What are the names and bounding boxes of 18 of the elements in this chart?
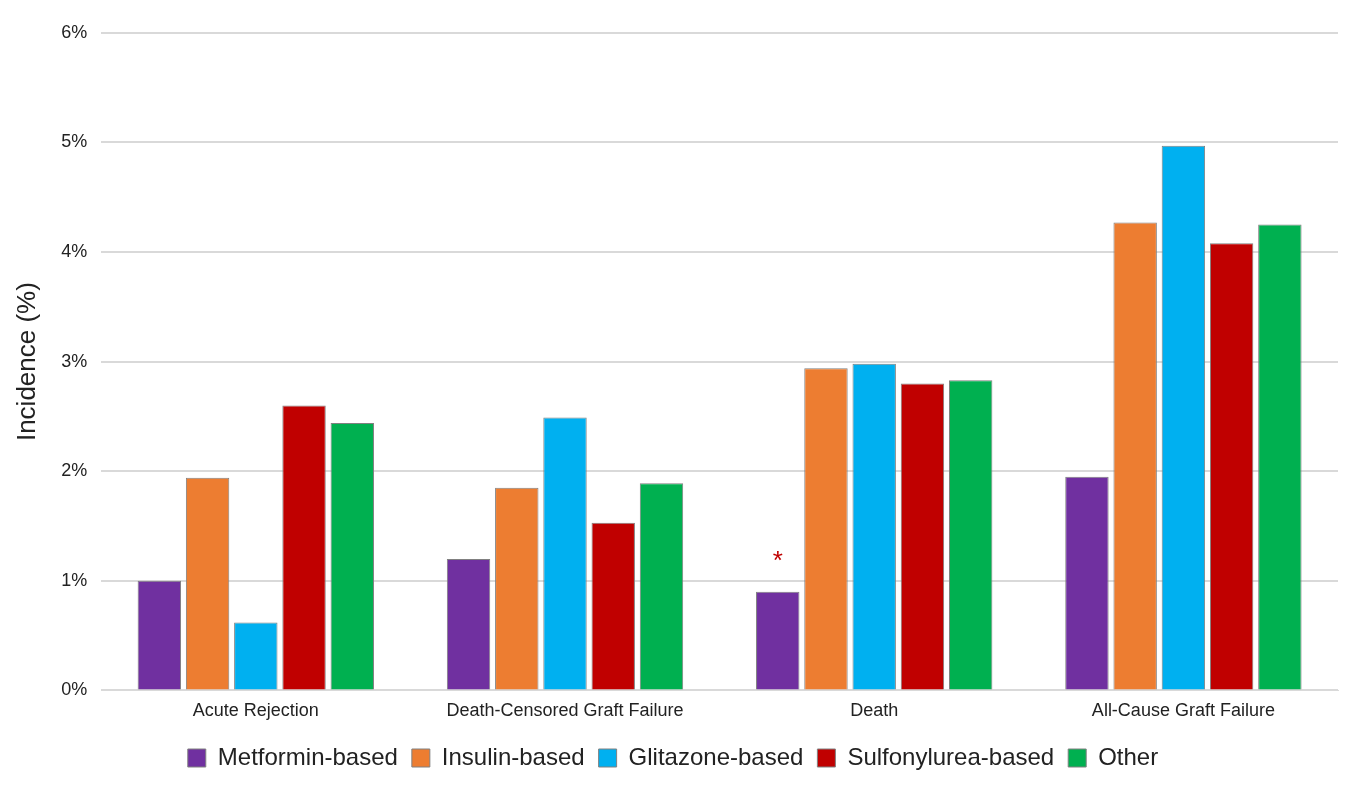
y-tick-label: 1% [61,569,88,590]
y-tick-label: 4% [61,240,88,261]
annotation: * [772,544,783,575]
x-tick-label: Acute Rejection [192,700,319,721]
x-tick-label: All-Cause Graft Failure [1091,700,1275,721]
y-tick-label: 5% [61,131,88,152]
y-tick-label: 3% [61,350,88,371]
legend-label: Other [1098,742,1159,770]
legend-label: Metformin-based [217,742,398,770]
legend-label: Sulfonylurea-based [847,742,1055,770]
x-tick-label: Death-Censored Graft Failure [446,700,684,721]
y-tick-label: 0% [61,679,88,700]
legend-label: Glitazone-based [628,742,804,770]
x-tick-label: Death [850,700,899,721]
y-axis-title: Incidence (%) [10,282,41,442]
y-tick-label: 6% [61,21,88,42]
y-tick-label: 2% [61,460,88,481]
legend-label: Insulin-based [441,742,585,770]
